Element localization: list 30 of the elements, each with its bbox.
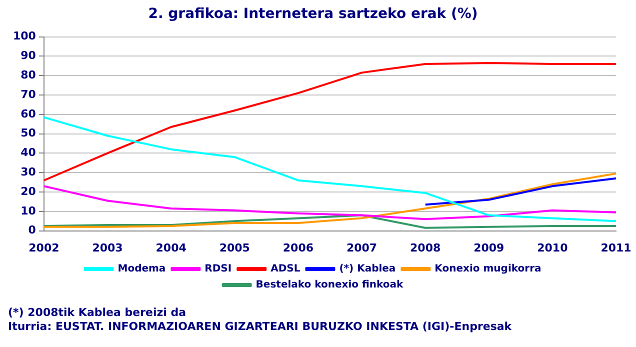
x-tick-label: 2006	[282, 241, 314, 254]
y-tick-label: 40	[20, 146, 36, 160]
chart-title: 2. grafikoa: Internetera sartzeko erak (%)	[148, 6, 478, 22]
y-tick-label: 20	[20, 184, 36, 198]
y-tick-label: 100	[12, 30, 36, 43]
x-tick-label: 2005	[219, 241, 250, 254]
y-tick-label: 80	[20, 68, 36, 82]
y-tick-label: 70	[20, 88, 36, 101]
text: Iturria: EUSTAT. INFORMAZIOAREN GIZARTEARI BURUZKO INKESTA (IGI)-Enpresak	[8, 320, 512, 334]
y-tick-label: 0	[28, 224, 36, 237]
y-tick-label: 90	[20, 49, 36, 62]
y-tick-label: 60	[20, 107, 36, 120]
x-tick-label: 2002	[28, 241, 60, 254]
y-tick-label: 50	[20, 126, 36, 140]
x-tick-label: 2003	[92, 241, 123, 254]
legend-label: RDSI	[204, 264, 232, 275]
legend-label: (*) Kablea	[339, 264, 396, 275]
x-tick-label: 2009	[474, 241, 504, 254]
legend-label: Modema	[118, 264, 166, 275]
y-tick-label: 30	[20, 165, 36, 178]
legend-label: Konexio mugikorra	[434, 264, 542, 275]
x-tick-label: 2010	[537, 241, 568, 254]
x-tick-label: 2007	[346, 241, 378, 254]
x-tick-label: 2008	[410, 241, 441, 254]
x-tick-label: 2011	[600, 241, 632, 254]
legend-label: Bestelako konexio finkoak	[256, 280, 404, 291]
x-tick-label: 2004	[156, 241, 187, 254]
y-tick-label: 10	[20, 204, 36, 218]
text: (*) 2008tik Kablea bereizi da	[8, 306, 188, 320]
legend-label: ADSL	[270, 264, 301, 275]
